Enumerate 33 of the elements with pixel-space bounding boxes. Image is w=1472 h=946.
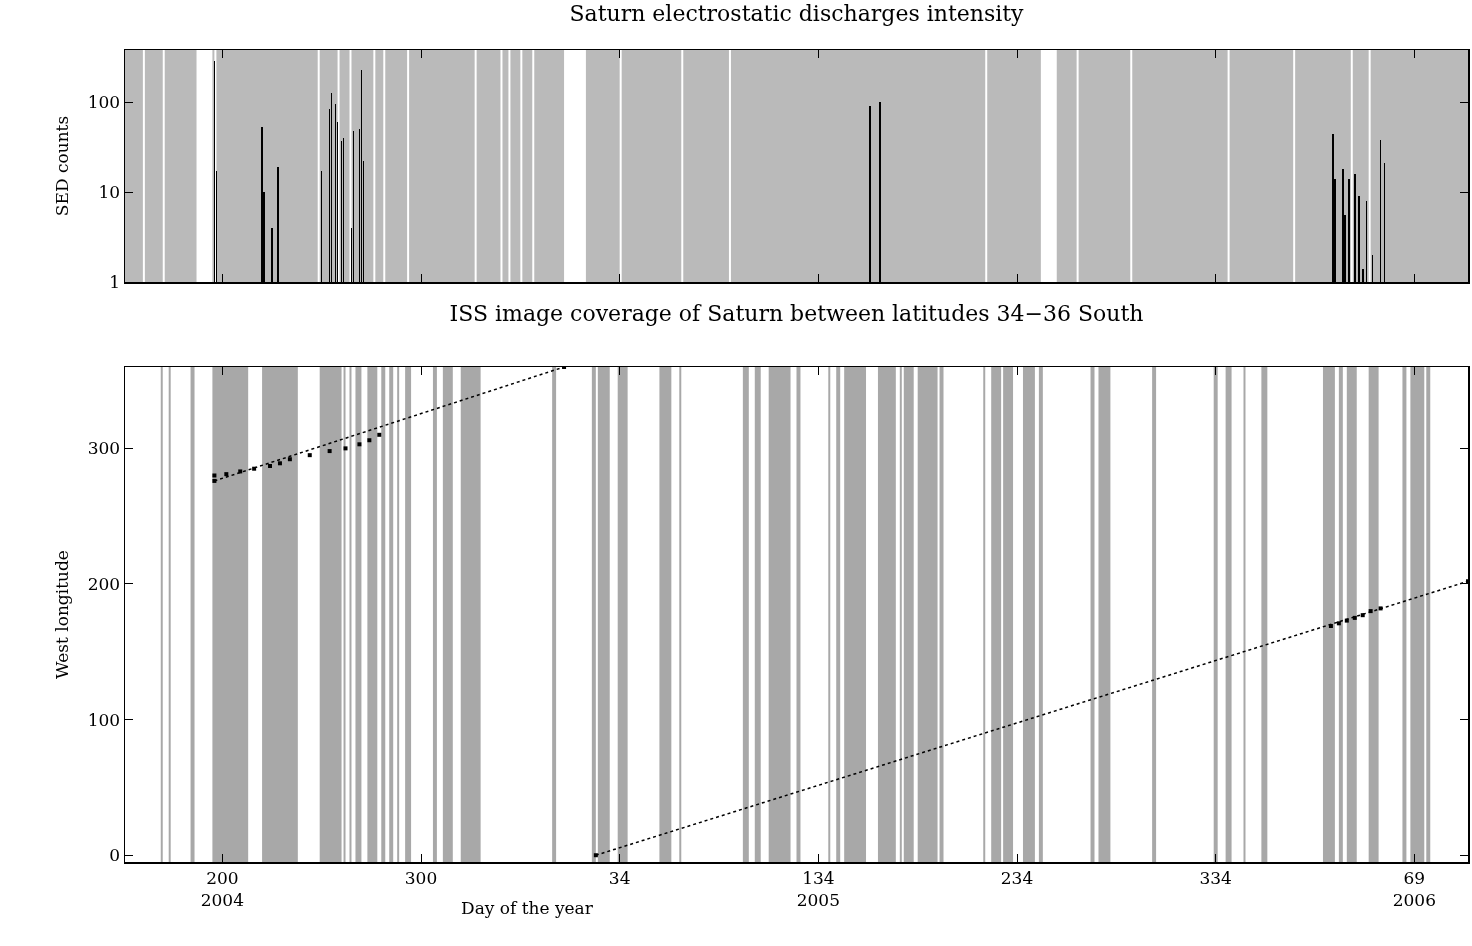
x-tick-label: 334 bbox=[1199, 867, 1232, 888]
point bbox=[357, 442, 362, 447]
point bbox=[593, 853, 598, 858]
x-axis-title: Day of the year bbox=[461, 898, 594, 918]
point bbox=[1336, 621, 1341, 626]
point bbox=[327, 449, 332, 454]
x-tick-label: 134 2005 bbox=[796, 867, 840, 910]
y-tick-label: 10 bbox=[98, 182, 121, 203]
point bbox=[212, 473, 217, 478]
y-axis-title: West longitude bbox=[52, 550, 73, 679]
point bbox=[212, 478, 217, 483]
point bbox=[287, 457, 292, 462]
point bbox=[277, 461, 282, 466]
chart-title: ISS image coverage of Saturn between latitudes 34−36 South bbox=[449, 301, 1144, 327]
point bbox=[268, 464, 273, 468]
y-tick-label: 100 bbox=[87, 709, 121, 730]
point bbox=[367, 438, 372, 443]
x-tick-label: 69 2006 bbox=[1392, 867, 1436, 910]
x-tick-label: 34 bbox=[608, 867, 631, 888]
chart-title: Saturn electrostatic discharges intensity bbox=[569, 1, 1025, 27]
point bbox=[377, 432, 382, 437]
y-tick-label: 200 bbox=[87, 573, 121, 594]
point bbox=[307, 453, 312, 458]
y-axis-title: SED counts bbox=[52, 115, 73, 217]
x-tick-label: 234 bbox=[1000, 867, 1034, 888]
point bbox=[343, 446, 348, 451]
y-tick-label: 300 bbox=[87, 438, 121, 459]
y-tick-label: 100 bbox=[87, 92, 121, 113]
x-tick-label: 300 bbox=[404, 867, 438, 888]
x-tick-label: 200 2004 bbox=[200, 867, 244, 910]
y-tick-label: 1 bbox=[109, 271, 121, 292]
y-tick-label: 0 bbox=[109, 845, 121, 866]
point bbox=[224, 472, 229, 477]
